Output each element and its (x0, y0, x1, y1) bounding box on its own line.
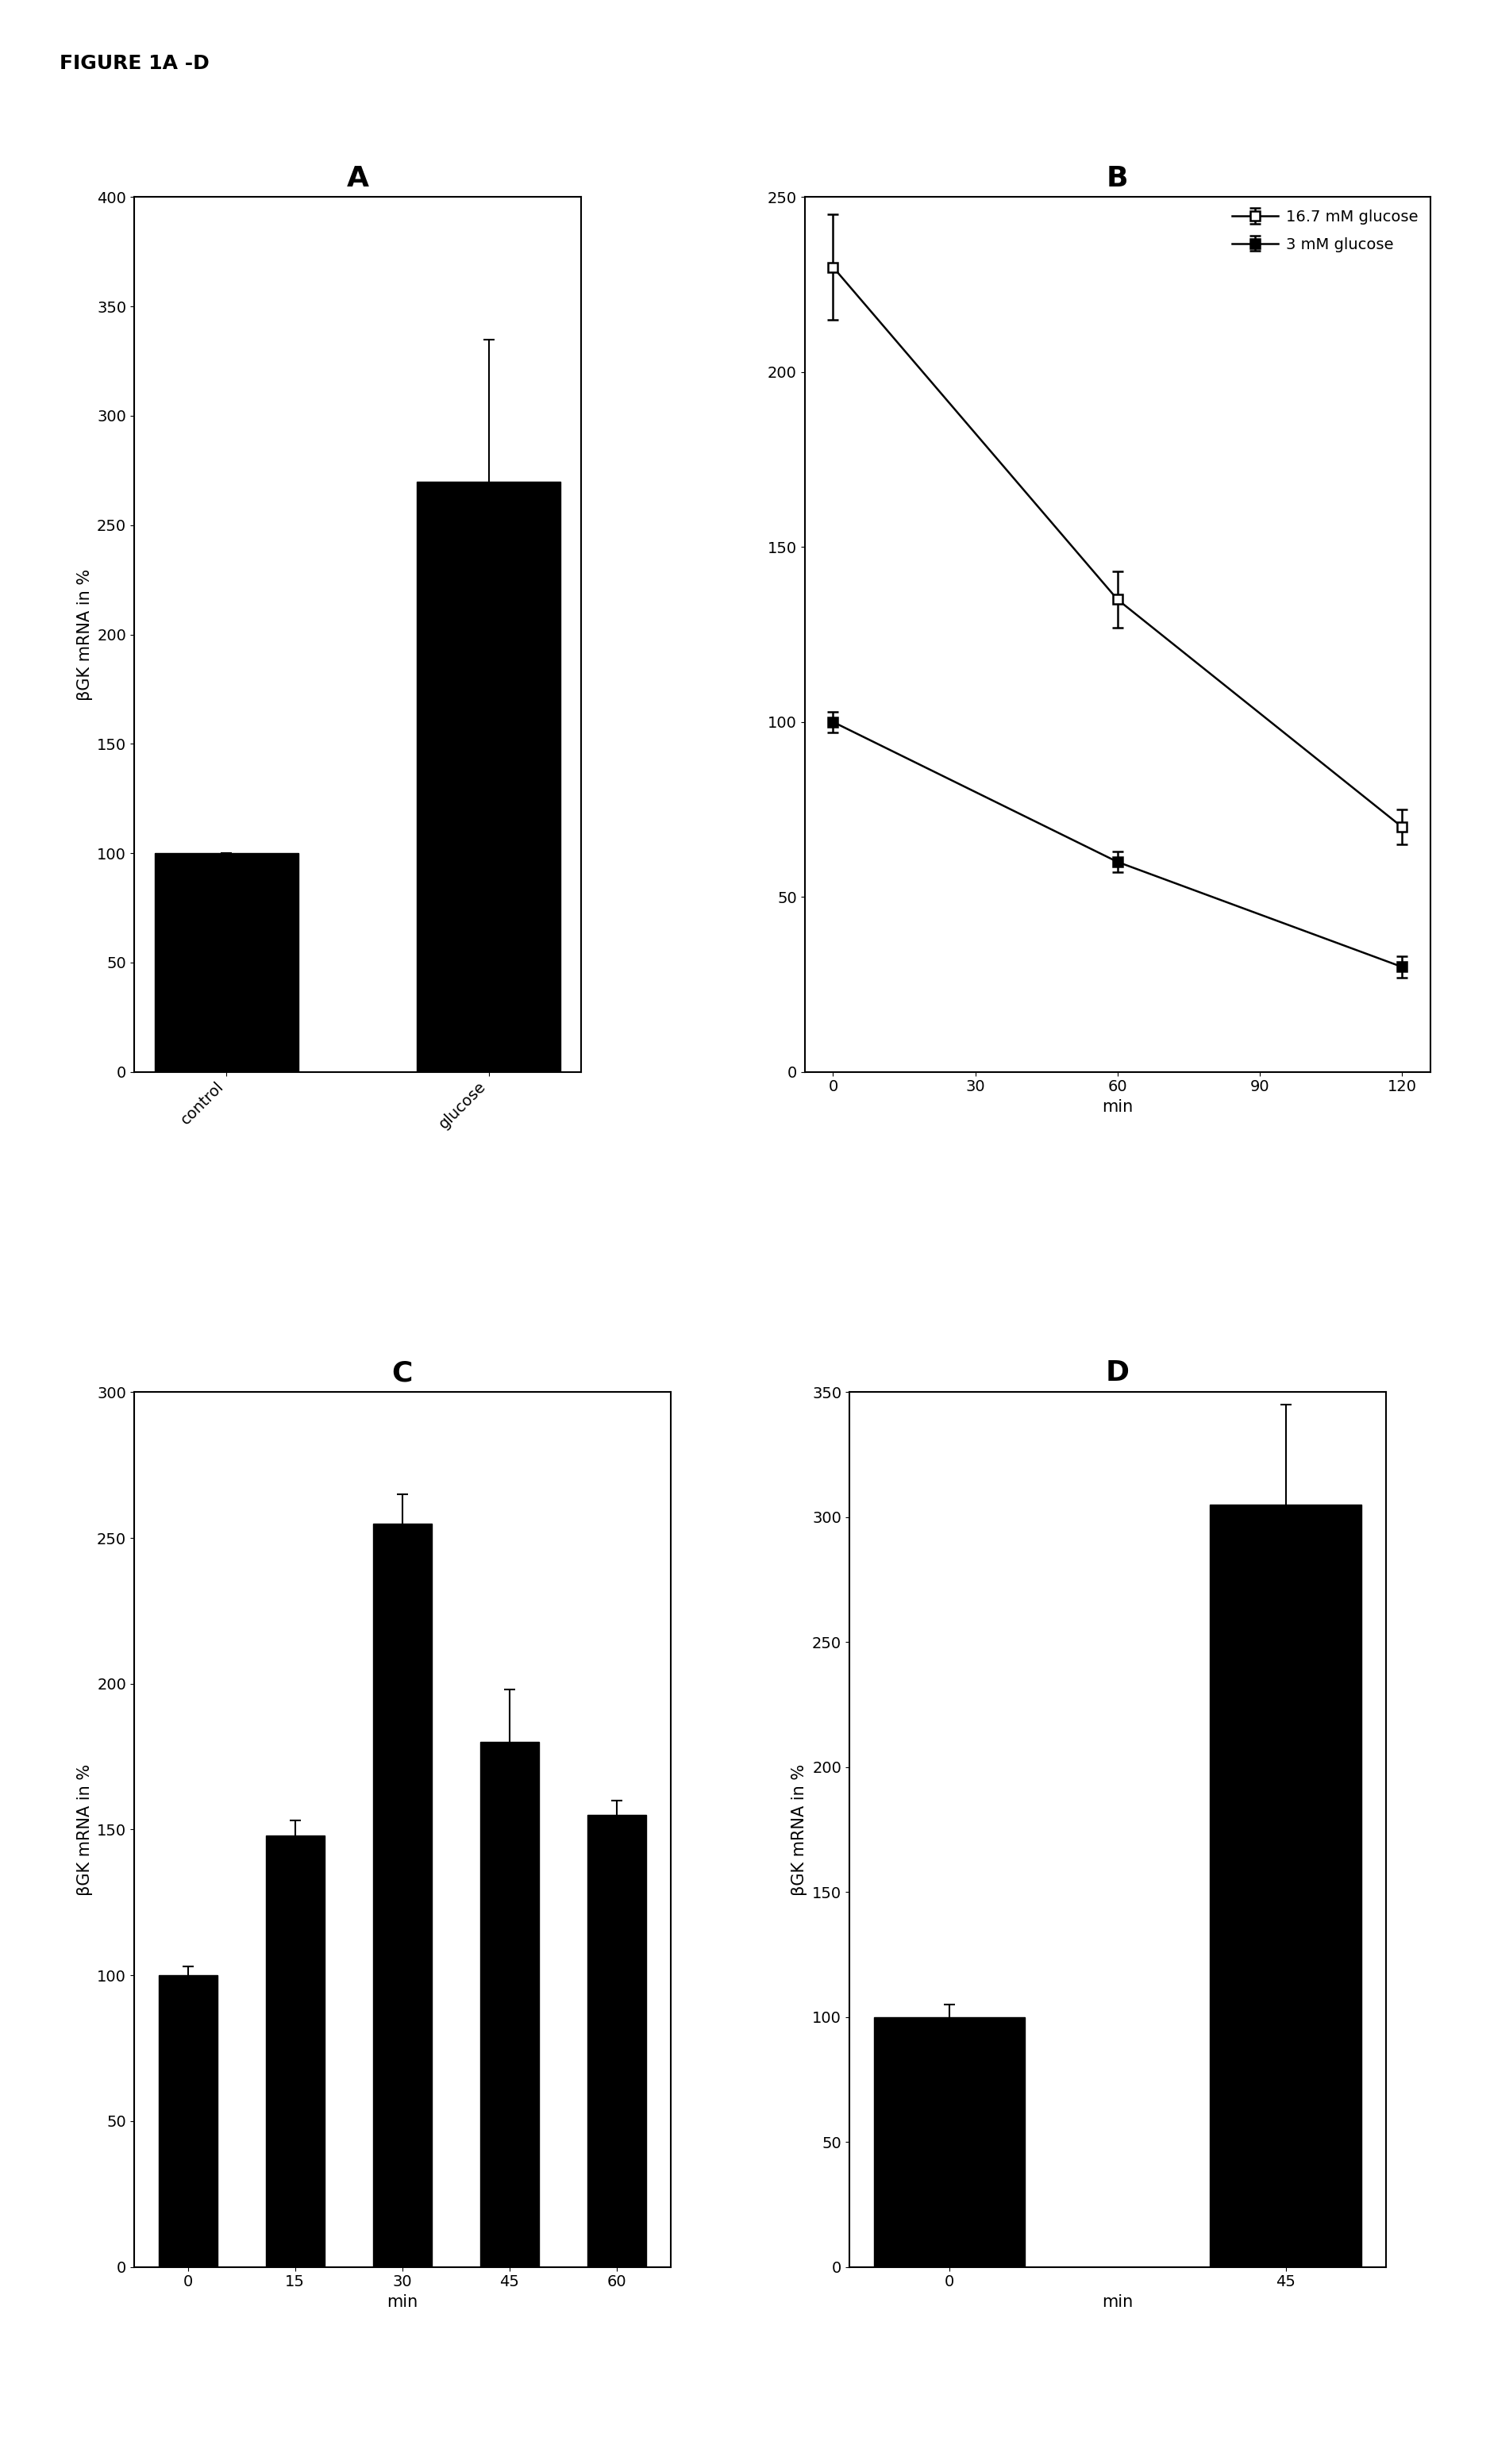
Bar (265, 1836, 325, 2267)
Bar (587, 1816, 647, 2267)
Title: B: B (1107, 165, 1128, 192)
X-axis label: min: min (1103, 2294, 1132, 2309)
Bar (372, 1523, 432, 2267)
Title: A: A (347, 165, 368, 192)
Bar (873, 2018, 1025, 2267)
Y-axis label: βGK mRNA in %: βGK mRNA in % (791, 1764, 808, 1895)
X-axis label: min: min (387, 2294, 417, 2309)
Bar (1210, 1506, 1362, 2267)
Legend: 16.7 mM glucose, 3 mM glucose: 16.7 mM glucose, 3 mM glucose (1228, 205, 1423, 256)
Bar (417, 480, 560, 1072)
Title: D: D (1106, 1360, 1129, 1387)
Y-axis label: βGK mRNA in %: βGK mRNA in % (76, 1764, 92, 1895)
Bar (155, 853, 298, 1072)
X-axis label: min: min (1103, 1099, 1132, 1114)
Bar (480, 1742, 539, 2267)
Y-axis label: βGK mRNA in %: βGK mRNA in % (76, 569, 92, 700)
Title: C: C (392, 1360, 413, 1387)
Text: FIGURE 1A -D: FIGURE 1A -D (60, 54, 210, 74)
Bar (158, 1976, 218, 2267)
